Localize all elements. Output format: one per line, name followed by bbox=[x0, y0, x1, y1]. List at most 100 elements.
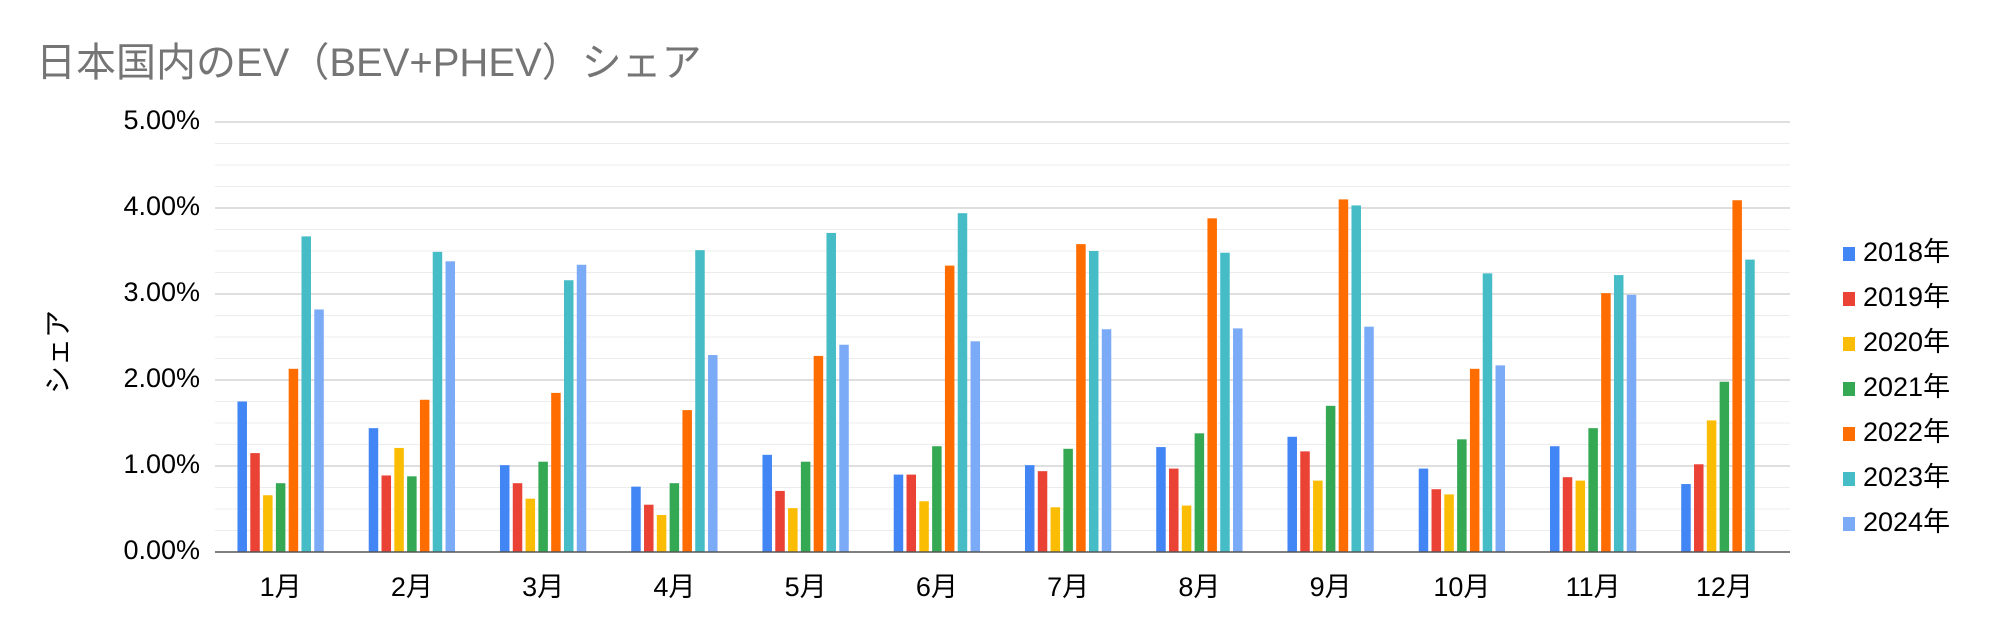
bar bbox=[906, 474, 917, 552]
bar bbox=[1194, 433, 1205, 552]
axis-layer: 0.00% 1.00% 2.00% 3.00% 4.00% 5.00% 1月 2月 3月 4月 5月… bbox=[123, 105, 1790, 602]
legend-label: 2018年 bbox=[1863, 237, 1950, 267]
legend-swatch bbox=[1843, 292, 1855, 306]
x-tick-label: 6月 bbox=[916, 572, 958, 602]
y-tick-label: 1.00% bbox=[123, 449, 200, 479]
bar bbox=[250, 453, 260, 552]
bar bbox=[1156, 447, 1166, 552]
bar bbox=[1732, 200, 1742, 552]
x-tick-label: 2月 bbox=[391, 572, 433, 602]
bar bbox=[957, 213, 968, 552]
bar bbox=[1101, 329, 1112, 552]
bar bbox=[970, 341, 981, 552]
grid-layer bbox=[215, 121, 1790, 531]
bar bbox=[499, 465, 510, 552]
bar bbox=[432, 251, 443, 553]
bar bbox=[1694, 464, 1704, 552]
bar bbox=[1431, 489, 1442, 552]
bar bbox=[1745, 259, 1755, 552]
bar bbox=[656, 515, 667, 552]
legend-label: 2019年 bbox=[1863, 282, 1950, 312]
y-tick-label: 0.00% bbox=[123, 535, 200, 565]
x-tick-label: 1月 bbox=[260, 572, 302, 602]
bar bbox=[1601, 293, 1611, 552]
legend-label: 2020年 bbox=[1863, 327, 1950, 357]
y-tick-label: 2.00% bbox=[123, 363, 200, 393]
x-tick-label: 4月 bbox=[653, 572, 695, 602]
legend: 2018年 2019年 2020年 2021年 2022年 2023年 2024年 bbox=[1843, 237, 1950, 537]
x-tick-label: 3月 bbox=[522, 572, 564, 602]
bar bbox=[563, 280, 574, 552]
x-tick-label: 11月 bbox=[1566, 572, 1621, 602]
bar bbox=[1364, 326, 1374, 552]
bar bbox=[1338, 199, 1349, 552]
bar bbox=[275, 483, 286, 552]
bar bbox=[1719, 381, 1730, 552]
bar bbox=[631, 486, 641, 552]
bar bbox=[932, 446, 942, 552]
bar bbox=[1050, 507, 1061, 552]
bar bbox=[1469, 368, 1480, 552]
bar bbox=[1549, 446, 1560, 552]
y-axis-label: シェア bbox=[42, 310, 73, 394]
bar bbox=[512, 483, 523, 552]
bar bbox=[695, 250, 705, 552]
legend-swatch bbox=[1843, 427, 1855, 441]
x-tick-label: 9月 bbox=[1310, 572, 1352, 602]
bar bbox=[1613, 275, 1624, 552]
bar bbox=[394, 447, 404, 552]
bar bbox=[708, 355, 718, 552]
y-tick-label: 4.00% bbox=[123, 191, 200, 221]
bar bbox=[314, 309, 324, 552]
bar bbox=[1220, 252, 1230, 552]
x-tick-label: 5月 bbox=[785, 572, 827, 602]
bar bbox=[788, 508, 798, 552]
bar bbox=[1588, 428, 1598, 552]
bar bbox=[1325, 405, 1336, 552]
bar bbox=[1181, 505, 1192, 552]
bar bbox=[538, 461, 548, 552]
chart-title: 日本国内のEV（BEV+PHEV）シェア bbox=[36, 41, 702, 85]
bar bbox=[1300, 451, 1310, 552]
bar bbox=[237, 401, 247, 552]
bar bbox=[839, 344, 849, 552]
y-tick-label: 3.00% bbox=[123, 277, 200, 307]
y-tick-label: 5.00% bbox=[123, 105, 200, 135]
legend-swatch bbox=[1843, 337, 1855, 351]
bar bbox=[263, 495, 273, 552]
bar bbox=[1562, 477, 1573, 552]
bar bbox=[368, 428, 379, 552]
legend-swatch bbox=[1843, 247, 1855, 261]
bar bbox=[445, 261, 456, 552]
x-tick-label: 10月 bbox=[1433, 572, 1490, 602]
legend-swatch bbox=[1843, 472, 1855, 486]
bar bbox=[826, 232, 836, 552]
bars-layer bbox=[237, 199, 1755, 553]
legend-swatch bbox=[1843, 382, 1855, 396]
bar bbox=[775, 490, 785, 552]
bar bbox=[1457, 439, 1467, 552]
bar bbox=[1063, 448, 1073, 552]
x-tick-label: 8月 bbox=[1178, 572, 1220, 602]
legend-swatch bbox=[1843, 517, 1855, 531]
bar bbox=[551, 392, 561, 552]
bar bbox=[800, 461, 811, 552]
bar bbox=[762, 454, 772, 552]
bar bbox=[381, 475, 392, 552]
bar bbox=[1169, 468, 1179, 552]
bar bbox=[682, 410, 692, 552]
legend-label: 2023年 bbox=[1863, 462, 1950, 492]
bar bbox=[407, 476, 417, 552]
bar bbox=[1037, 471, 1048, 552]
bar bbox=[1233, 328, 1243, 552]
bar bbox=[1418, 468, 1429, 552]
bar bbox=[1495, 365, 1506, 552]
legend-label: 2024年 bbox=[1863, 507, 1950, 537]
bar bbox=[576, 264, 587, 552]
bar bbox=[1024, 465, 1035, 552]
bar bbox=[1482, 273, 1493, 552]
bar bbox=[919, 501, 929, 552]
bar bbox=[1681, 484, 1691, 552]
x-tick-label: 12月 bbox=[1696, 572, 1753, 602]
bar bbox=[1088, 251, 1099, 552]
